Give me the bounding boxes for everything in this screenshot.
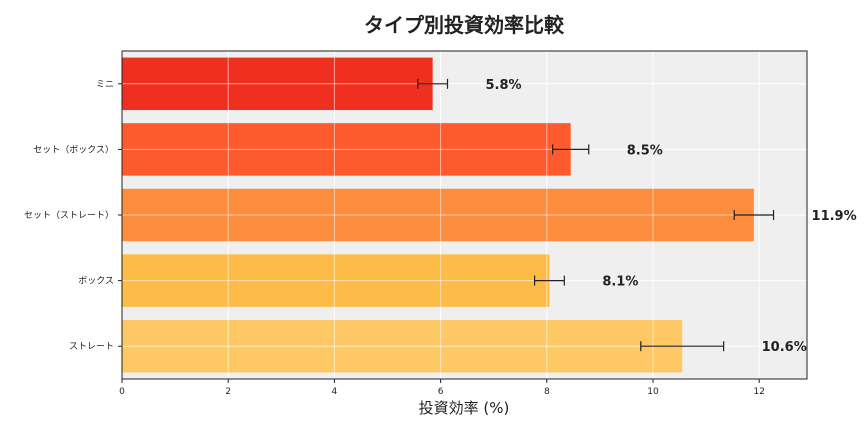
bars xyxy=(122,57,754,373)
x-tick-label: 10 xyxy=(647,387,659,397)
category-label: ストレート xyxy=(69,342,114,352)
value-label: 11.9% xyxy=(812,209,857,224)
x-tick-label: 4 xyxy=(332,387,338,397)
x-tick-label: 0 xyxy=(119,387,125,397)
category-label: セット（ボックス） xyxy=(33,144,114,155)
value-label: 8.1% xyxy=(602,275,638,290)
value-label: 10.6% xyxy=(762,340,807,355)
x-tick-label: 6 xyxy=(438,387,444,397)
plot-frame xyxy=(121,50,808,380)
chart-title: タイプ別投資効率比較 xyxy=(364,13,565,37)
category-label: ミニ xyxy=(96,80,114,90)
x-tick-label: 2 xyxy=(225,387,231,397)
x-axis-ticks: 0 2 4 6 8 10 12 xyxy=(119,379,765,397)
x-tick-label: 12 xyxy=(753,387,764,397)
value-label: 5.8% xyxy=(486,78,522,93)
value-label: 8.5% xyxy=(627,143,663,158)
x-tick-label: 8 xyxy=(544,387,550,397)
error-bars xyxy=(417,78,775,352)
category-label: ボックス xyxy=(78,276,114,287)
x-axis-label: 投資効率 (%) xyxy=(419,399,510,417)
category-label: セット（ストレート） xyxy=(24,210,114,221)
value-labels: 5.8% 8.5% 11.9% 8.1% 10.6% xyxy=(486,78,857,355)
